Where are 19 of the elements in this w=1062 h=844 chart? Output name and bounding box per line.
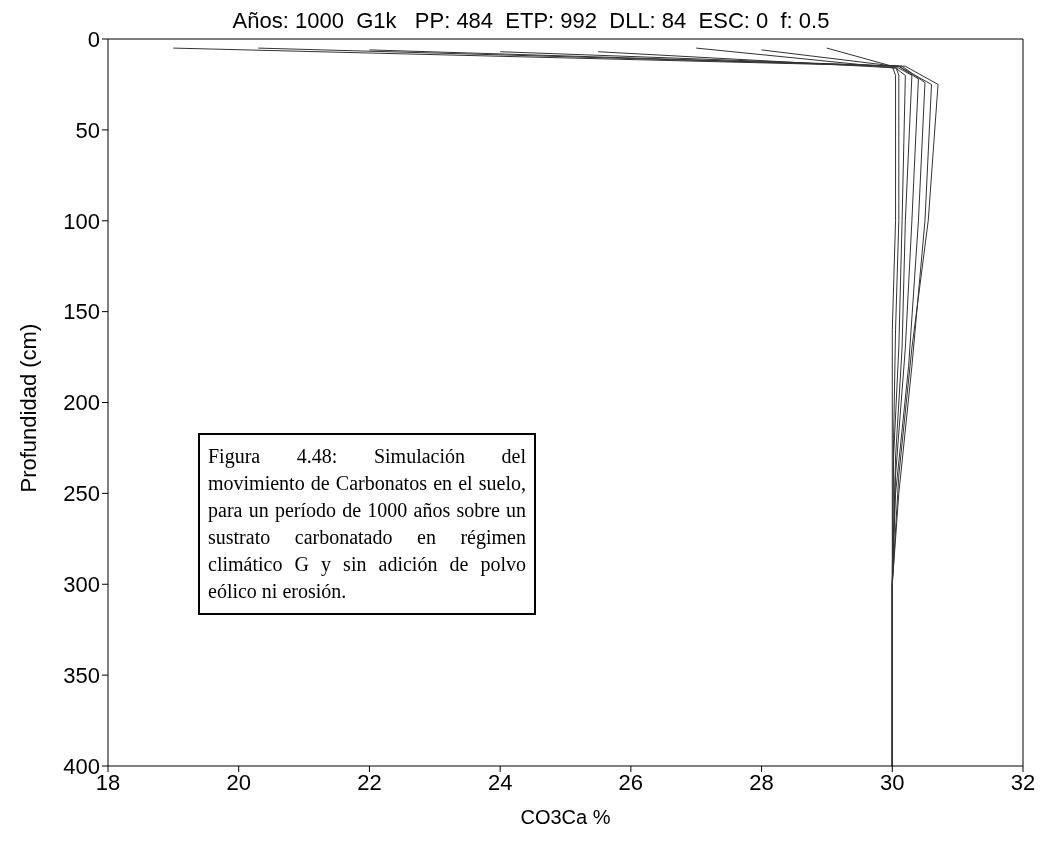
x-tick-label: 32 (1010, 769, 1036, 795)
x-tick-label: 22 (357, 769, 382, 795)
y-tick-label: 100 (63, 208, 100, 234)
x-tick-label: 30 (880, 769, 905, 795)
y-tick-label: 300 (63, 572, 100, 598)
y-tick-label: 250 (63, 481, 100, 507)
y-tick-label: 50 (75, 117, 100, 143)
x-tick-label: 28 (749, 769, 774, 795)
y-tick-label: 200 (63, 390, 100, 416)
y-tick-label: 150 (63, 299, 100, 325)
y-tick-label: 0 (87, 26, 100, 52)
chart-title: Años: 1000 G1k PP: 484 ETP: 992 DLL: 84 ESC: 0 f: 0.5 (232, 8, 830, 33)
x-tick-label: 20 (226, 769, 251, 795)
x-tick-label: 26 (618, 769, 644, 795)
y-axis-title: Profundidad (cm) (15, 323, 41, 493)
annotation: Figura 4.48: Simulación del movimiento de Carbonatos en el suelo, para un período de 1000 años sobre un sustrato carbonatado en régimen climático G y sin adición de polvo eólico ni erosión. (198, 433, 536, 615)
x-axis-title: CO3Ca % (520, 806, 611, 828)
x-tick-label: 24 (487, 769, 513, 795)
y-tick-label: 350 (63, 662, 100, 688)
